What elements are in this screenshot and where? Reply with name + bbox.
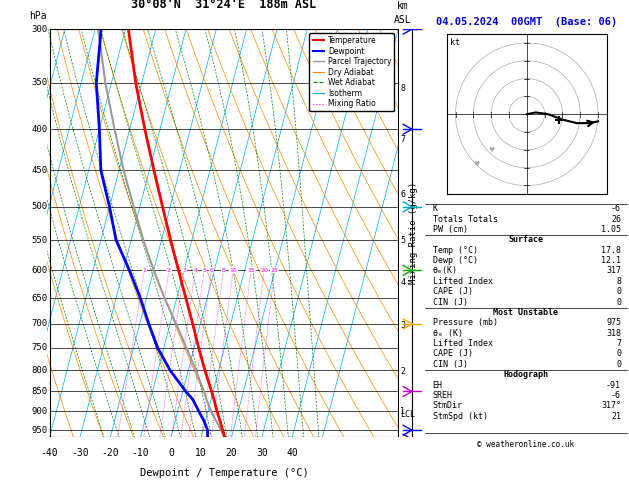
Text: 40: 40 <box>286 448 298 458</box>
Text: 6: 6 <box>400 190 405 199</box>
Text: 750: 750 <box>31 344 48 352</box>
Text: Temp (°C): Temp (°C) <box>433 245 477 255</box>
Text: 7: 7 <box>616 339 621 348</box>
Text: 5: 5 <box>400 236 405 244</box>
Text: ♥: ♥ <box>488 147 494 153</box>
Text: 2: 2 <box>167 268 171 273</box>
Text: 10: 10 <box>230 268 237 273</box>
Text: 8: 8 <box>616 277 621 286</box>
Text: LCL: LCL <box>400 410 415 418</box>
Text: θₑ (K): θₑ (K) <box>433 329 463 338</box>
Text: Most Unstable: Most Unstable <box>493 308 559 317</box>
Text: -10: -10 <box>131 448 149 458</box>
Text: Totals Totals: Totals Totals <box>433 214 498 224</box>
Text: 317: 317 <box>606 266 621 276</box>
Text: Surface: Surface <box>508 235 543 244</box>
Text: StmDir: StmDir <box>433 401 463 410</box>
Text: km: km <box>397 1 408 11</box>
Text: 25: 25 <box>270 268 279 273</box>
Text: 650: 650 <box>31 294 48 303</box>
Text: 950: 950 <box>31 426 48 434</box>
Text: Pressure (mb): Pressure (mb) <box>433 318 498 328</box>
Text: K: K <box>433 204 438 213</box>
Text: 450: 450 <box>31 166 48 174</box>
Text: 0: 0 <box>616 360 621 369</box>
Text: Lifted Index: Lifted Index <box>433 277 493 286</box>
Text: CAPE (J): CAPE (J) <box>433 287 472 296</box>
Text: Dewpoint / Temperature (°C): Dewpoint / Temperature (°C) <box>140 468 308 478</box>
Text: -6: -6 <box>611 204 621 213</box>
Text: 20: 20 <box>260 268 268 273</box>
Text: 500: 500 <box>31 202 48 211</box>
Text: 850: 850 <box>31 387 48 396</box>
Text: 550: 550 <box>31 236 48 244</box>
Text: SREH: SREH <box>433 391 453 400</box>
Text: 1: 1 <box>142 268 147 273</box>
Text: 0: 0 <box>616 349 621 359</box>
Text: 26: 26 <box>611 214 621 224</box>
Text: 8: 8 <box>221 268 226 273</box>
Text: 975: 975 <box>606 318 621 328</box>
Text: 400: 400 <box>31 125 48 134</box>
Text: CAPE (J): CAPE (J) <box>433 349 472 359</box>
Text: 2: 2 <box>400 367 405 376</box>
Text: 0: 0 <box>616 287 621 296</box>
Text: 10: 10 <box>195 448 207 458</box>
Text: 900: 900 <box>31 407 48 416</box>
Text: 6: 6 <box>209 268 214 273</box>
Text: Mixing Ratio (g/kg): Mixing Ratio (g/kg) <box>409 182 418 284</box>
Text: 800: 800 <box>31 366 48 375</box>
Text: 8: 8 <box>400 84 405 93</box>
Text: -6: -6 <box>611 391 621 400</box>
Text: 7: 7 <box>400 135 405 144</box>
Text: 5: 5 <box>203 268 206 273</box>
Text: ♥: ♥ <box>474 161 480 167</box>
Text: 0: 0 <box>616 297 621 307</box>
Text: 04.05.2024  00GMT  (Base: 06): 04.05.2024 00GMT (Base: 06) <box>436 17 618 27</box>
Text: © weatheronline.co.uk: © weatheronline.co.uk <box>477 440 574 449</box>
Text: 3: 3 <box>400 321 405 330</box>
Text: 350: 350 <box>31 78 48 87</box>
Text: 21: 21 <box>611 412 621 421</box>
Text: kt: kt <box>450 37 460 47</box>
Text: 30°08'N  31°24'E  188m ASL: 30°08'N 31°24'E 188m ASL <box>131 0 316 11</box>
Text: CIN (J): CIN (J) <box>433 297 468 307</box>
Text: 3: 3 <box>182 268 186 273</box>
Text: 300: 300 <box>31 25 48 34</box>
Text: θₑ(K): θₑ(K) <box>433 266 458 276</box>
Legend: Temperature, Dewpoint, Parcel Trajectory, Dry Adiabat, Wet Adiabat, Isotherm, Mi: Temperature, Dewpoint, Parcel Trajectory… <box>309 33 394 111</box>
Text: StmSpd (kt): StmSpd (kt) <box>433 412 487 421</box>
Text: 0: 0 <box>168 448 174 458</box>
Text: Lifted Index: Lifted Index <box>433 339 493 348</box>
Text: 700: 700 <box>31 319 48 329</box>
Text: 30: 30 <box>256 448 268 458</box>
Text: 12.1: 12.1 <box>601 256 621 265</box>
Text: Dewp (°C): Dewp (°C) <box>433 256 477 265</box>
Text: 17.8: 17.8 <box>601 245 621 255</box>
Text: 600: 600 <box>31 266 48 275</box>
Text: 317°: 317° <box>601 401 621 410</box>
Text: -30: -30 <box>71 448 89 458</box>
Text: -91: -91 <box>606 381 621 390</box>
Text: Hodograph: Hodograph <box>503 370 548 379</box>
Text: ASL: ASL <box>394 15 411 25</box>
Text: 15: 15 <box>247 268 255 273</box>
Text: 1.05: 1.05 <box>601 225 621 234</box>
Text: EH: EH <box>433 381 443 390</box>
Text: PW (cm): PW (cm) <box>433 225 468 234</box>
Text: 318: 318 <box>606 329 621 338</box>
Text: -20: -20 <box>101 448 119 458</box>
Text: 20: 20 <box>226 448 237 458</box>
Text: CIN (J): CIN (J) <box>433 360 468 369</box>
Text: 4: 4 <box>400 278 405 287</box>
Text: -40: -40 <box>41 448 58 458</box>
Text: 1: 1 <box>400 407 405 416</box>
Text: hPa: hPa <box>30 11 47 21</box>
Text: 4: 4 <box>193 268 198 273</box>
